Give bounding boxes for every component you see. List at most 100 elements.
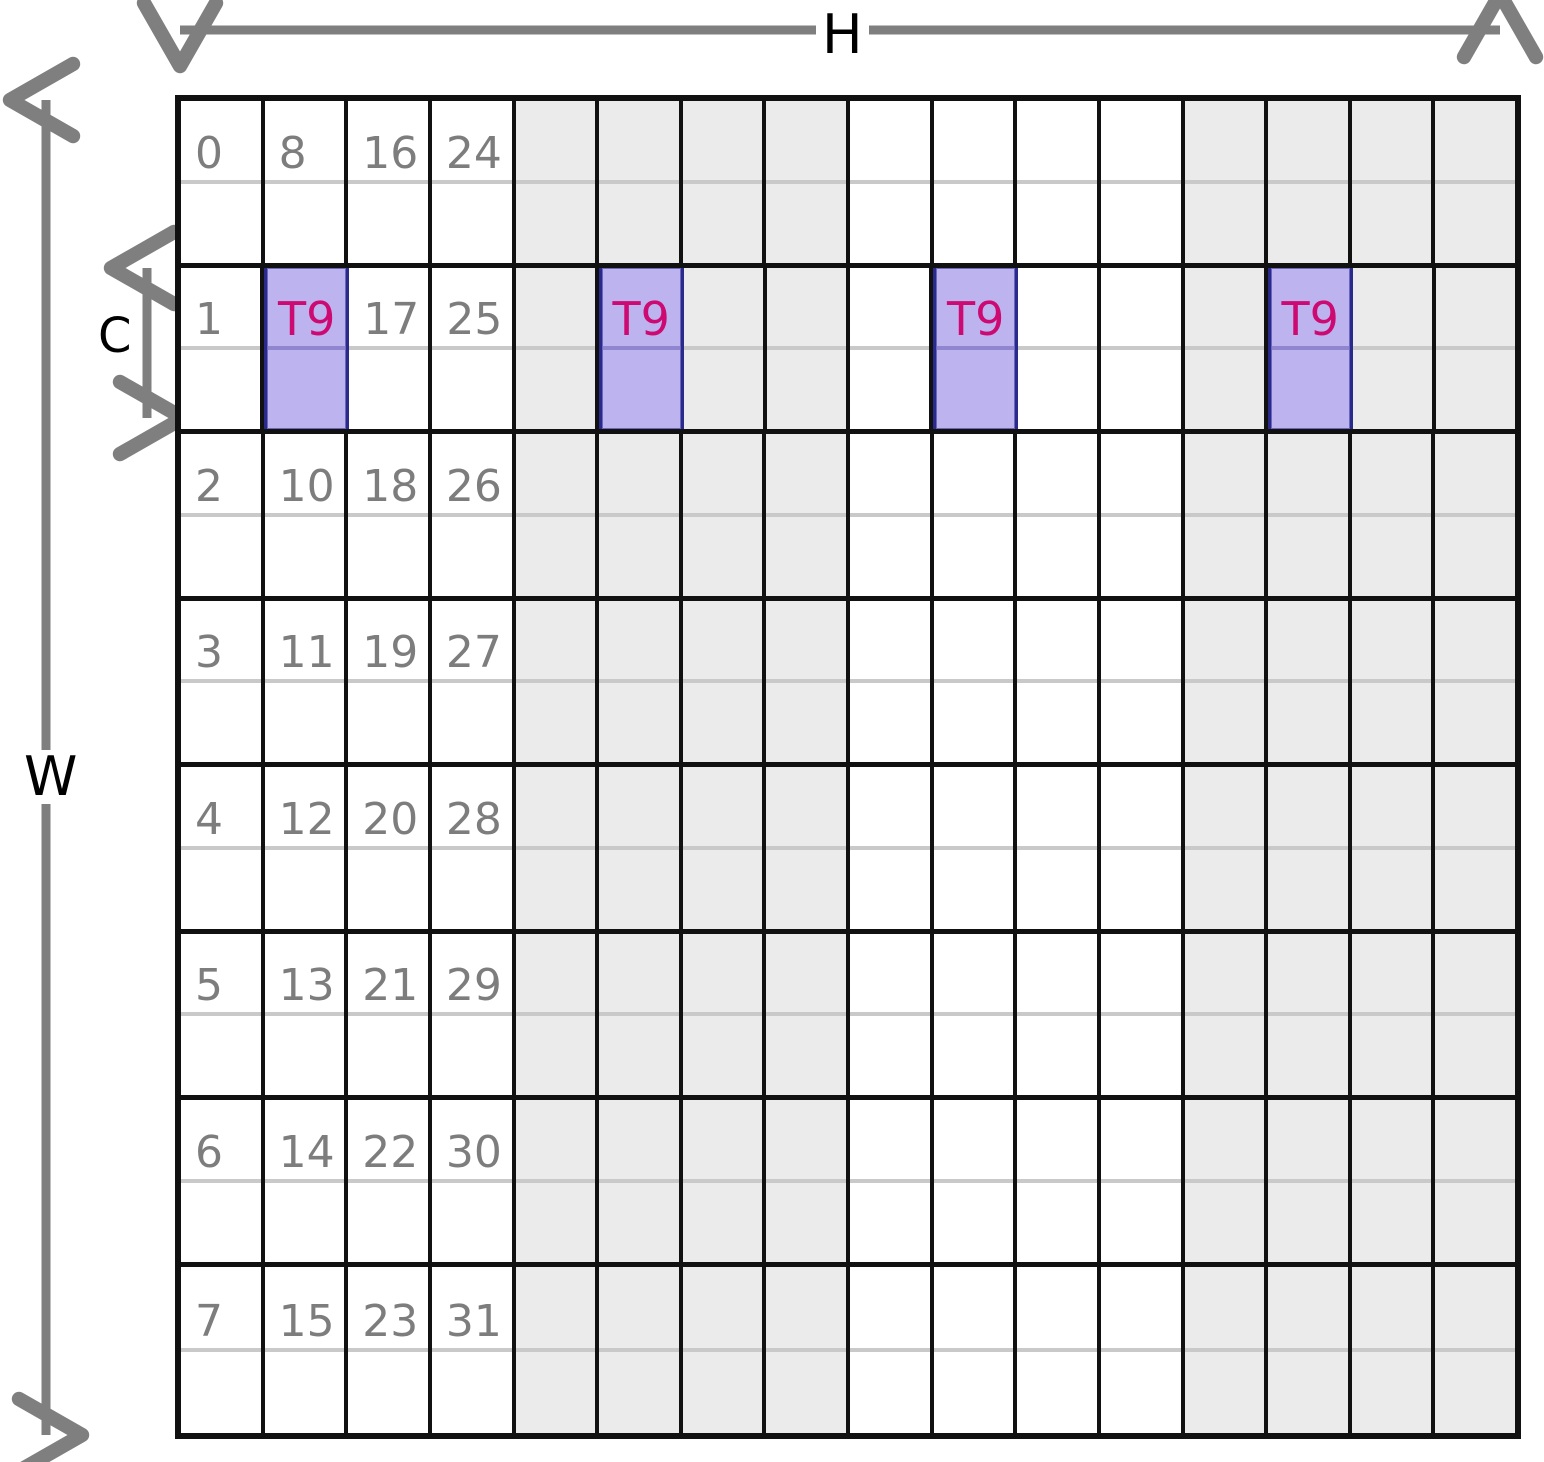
grid-cell: 2 (181, 434, 265, 596)
grid-cell (766, 933, 850, 1095)
cell-index-label: 20 (362, 793, 419, 845)
grid-cell (933, 767, 1018, 929)
grid-cell (682, 1100, 767, 1262)
grid-cell: 21 (348, 933, 432, 1095)
grid-cell (933, 600, 1018, 762)
cell-index-label: 24 (445, 127, 502, 179)
grid-row: 4 12 20 28 (181, 767, 1515, 934)
cell-index-label: 19 (362, 627, 419, 679)
grid-cell: 3 (181, 600, 265, 762)
grid-cell: 8 (264, 101, 349, 263)
grid-cell: 23 (348, 1266, 432, 1433)
grid-cell (1268, 600, 1352, 762)
grid-cell (1351, 933, 1436, 1095)
grid-cell (1268, 434, 1352, 596)
grid-cell (1351, 600, 1436, 762)
grid-cell (1351, 1266, 1436, 1433)
grid-cell: 1 (181, 267, 265, 429)
grid-cell (515, 267, 599, 429)
grid-cell: 4 (181, 767, 265, 929)
tile-cell: T9 (264, 267, 350, 429)
cell-index-label: 0 (195, 127, 223, 179)
grid-cell (1268, 1266, 1352, 1433)
cell-index-label: 28 (445, 793, 502, 845)
cell-index-label: 23 (362, 1295, 419, 1347)
grid-cell (599, 1266, 683, 1433)
cell-index-label: 3 (195, 627, 223, 679)
cell-index-label: 21 (362, 960, 419, 1012)
grid-row: 7 15 23 31 (181, 1266, 1515, 1433)
grid-cell (515, 767, 600, 929)
grid-cell (1184, 600, 1269, 762)
grid-cell (682, 933, 767, 1095)
grid-cell (1351, 101, 1436, 263)
grid-cell: 15 (264, 1266, 349, 1433)
grid-cell (1017, 1100, 1101, 1262)
tile-cell: T9 (1267, 267, 1353, 429)
grid-row: 2 10 18 26 (181, 434, 1515, 601)
grid-cell (1100, 600, 1185, 762)
grid-cell (1184, 767, 1269, 929)
grid-cell (1435, 101, 1515, 263)
grid-cell (1351, 767, 1436, 929)
grid-cell (1018, 267, 1102, 429)
cell-index-label: 30 (445, 1126, 502, 1178)
tile-label: T9 (947, 292, 1005, 347)
grid-cell: 11 (264, 600, 349, 762)
grid-cell: 19 (348, 600, 432, 762)
tensor-grid: 0 8 16 24 1 T9 17 25 T9 T9 T9 2 10 18 26 3 11 19 27 4 12 20 28… (175, 95, 1521, 1439)
cell-index-label: 8 (278, 127, 307, 179)
grid-cell (850, 101, 934, 263)
grid-cell (850, 434, 934, 596)
grid-cell (682, 434, 767, 596)
grid-cell (766, 267, 850, 429)
grid-cell (933, 434, 1018, 596)
cell-index-label: 16 (362, 127, 419, 179)
grid-cell: 5 (181, 933, 265, 1095)
grid-cell (1184, 1100, 1269, 1262)
grid-cell (850, 1266, 934, 1433)
grid-cell (1101, 267, 1185, 429)
grid-cell (1268, 1100, 1352, 1262)
cell-index-label: 29 (445, 960, 502, 1012)
grid-cell: 22 (348, 1100, 432, 1262)
grid-cell: 28 (431, 767, 516, 929)
grid-cell (850, 267, 934, 429)
cell-index-label: 31 (445, 1295, 502, 1347)
grid-cell (599, 434, 683, 596)
grid-cell (1184, 267, 1268, 429)
cell-index-label: 26 (445, 460, 502, 512)
grid-cell (850, 600, 934, 762)
grid-cell: 16 (348, 101, 432, 263)
grid-cell (682, 101, 767, 263)
grid-cell (515, 101, 600, 263)
grid-cell: 12 (264, 767, 349, 929)
grid-cell (766, 1266, 850, 1433)
cell-index-label: 10 (278, 460, 335, 512)
grid-cell (766, 1100, 850, 1262)
grid-cell (599, 101, 683, 263)
grid-cell: 17 (349, 267, 433, 429)
grid-cell: 13 (264, 933, 349, 1095)
grid-cell (1184, 101, 1269, 263)
grid-cell (1435, 267, 1516, 429)
grid-cell (1017, 101, 1101, 263)
tile-label: T9 (278, 292, 336, 347)
grid-cell: 14 (264, 1100, 349, 1262)
grid-cell (850, 933, 934, 1095)
grid-cell (1184, 933, 1269, 1095)
grid-cell (850, 767, 934, 929)
cell-index-label: 18 (362, 460, 419, 512)
grid-row: 5 13 21 29 (181, 933, 1515, 1100)
grid-cell (515, 434, 600, 596)
grid-cell: 20 (348, 767, 432, 929)
grid-cell (599, 767, 683, 929)
grid-cell (599, 933, 683, 1095)
grid-cell: 30 (431, 1100, 516, 1262)
grid-cell (1100, 101, 1185, 263)
cell-index-label: 7 (195, 1295, 223, 1347)
grid-row: 0 8 16 24 (181, 101, 1515, 268)
cell-index-label: 15 (278, 1295, 335, 1347)
grid-cell (850, 1100, 934, 1262)
grid-cell (515, 1266, 600, 1433)
